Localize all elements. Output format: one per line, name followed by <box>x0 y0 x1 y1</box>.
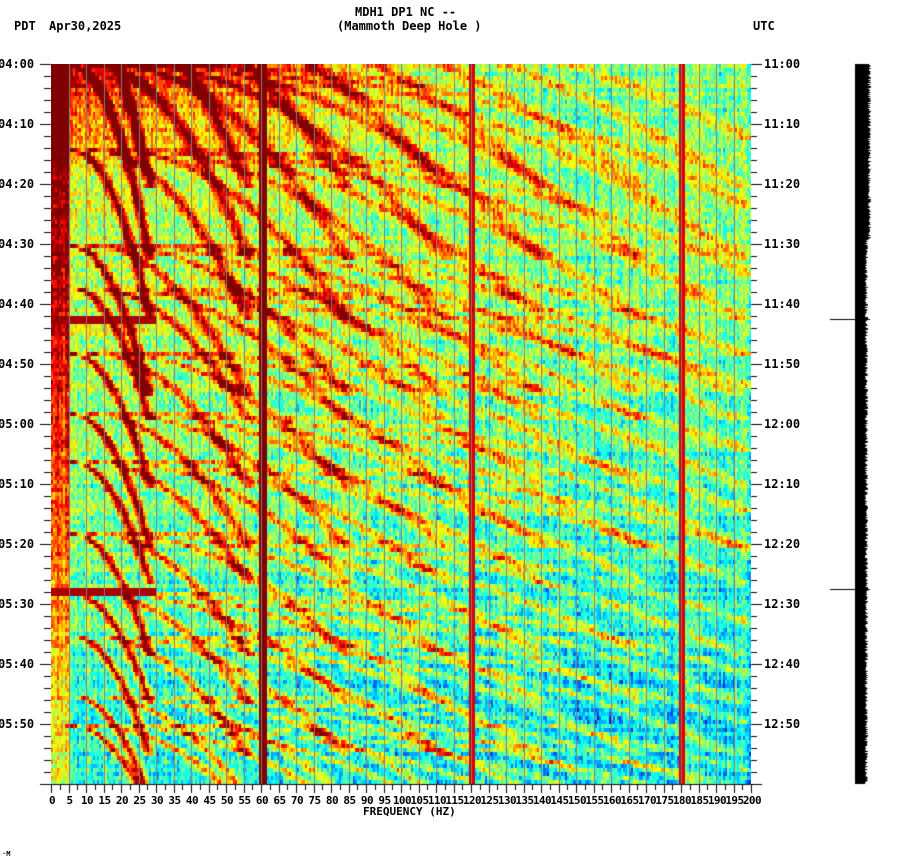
x-tick-label: 120 <box>462 794 482 807</box>
spectrogram-plot <box>51 64 751 784</box>
x-tick-label: 155 <box>585 794 604 807</box>
x-tick-label: 60 <box>255 794 269 807</box>
x-tick-label: 165 <box>620 794 639 807</box>
x-tick-label: 70 <box>290 794 304 807</box>
y-tick-label-pdt: 05:30 <box>0 597 35 611</box>
x-tick-label: 140 <box>532 794 552 807</box>
y-tick-label-utc: 12:00 <box>764 417 801 431</box>
x-tick-label: 90 <box>360 794 374 807</box>
y-tick-label-pdt: 04:20 <box>0 177 35 191</box>
left-timezone: PDT <box>14 19 36 33</box>
y-tick-label-utc: 11:20 <box>764 177 801 191</box>
y-tick-label-utc: 11:50 <box>764 357 801 371</box>
y-tick-label-utc: 11:10 <box>764 117 801 131</box>
y-tick-label-utc: 11:00 <box>764 57 801 71</box>
x-tick-label: 85 <box>343 794 356 807</box>
x-tick-label: 115 <box>445 794 464 807</box>
x-tick-label: 200 <box>742 794 762 807</box>
x-tick-label: 110 <box>427 794 447 807</box>
y-tick-label-utc: 12:20 <box>764 537 801 551</box>
x-tick-label: 80 <box>325 794 339 807</box>
header-station: MDH1 DP1 NC -- <box>355 5 457 19</box>
x-tick-label: 145 <box>550 794 569 807</box>
y-tick-label-pdt: 05:50 <box>0 717 35 731</box>
x-tick-label: 95 <box>378 794 391 807</box>
header-site: (Mammoth Deep Hole ) <box>337 19 482 33</box>
x-tick-label: 10 <box>80 794 94 807</box>
x-tick-label: 15 <box>98 794 111 807</box>
x-tick-label: 5 <box>66 794 73 807</box>
x-tick-label: 135 <box>515 794 534 807</box>
y-tick-label-pdt: 05:40 <box>0 657 35 671</box>
x-tick-label: 25 <box>133 794 146 807</box>
x-tick-label: 175 <box>655 794 674 807</box>
x-tick-label: 160 <box>602 794 622 807</box>
x-axis-title: FREQUENCY (HZ) <box>363 805 456 818</box>
x-tick-label: 100 <box>392 794 412 807</box>
y-tick-label-pdt: 04:10 <box>0 117 35 131</box>
y-tick-label-utc: 12:50 <box>764 717 801 731</box>
x-tick-label: 190 <box>707 794 727 807</box>
x-tick-label: 170 <box>637 794 657 807</box>
footer-mark: ·M <box>2 850 11 858</box>
y-tick-label-pdt: 05:10 <box>0 477 35 491</box>
x-tick-label: 45 <box>203 794 216 807</box>
y-tick-label-pdt: 04:50 <box>0 357 35 371</box>
y-tick-label-pdt: 04:30 <box>0 237 35 251</box>
x-tick-label: 0 <box>48 794 56 807</box>
y-tick-label-utc: 12:10 <box>764 477 801 491</box>
x-tick-label: 185 <box>690 794 709 807</box>
x-tick-label: 125 <box>480 794 499 807</box>
x-tick-label: 65 <box>273 794 286 807</box>
x-tick-label: 130 <box>497 794 517 807</box>
y-tick-label-utc: 11:30 <box>764 237 801 251</box>
date-label: Apr30,2025 <box>49 19 122 33</box>
y-tick-label-pdt: 05:00 <box>0 417 35 431</box>
y-tick-label-utc: 11:40 <box>764 297 801 311</box>
x-tick-label: 180 <box>672 794 692 807</box>
x-tick-label: 50 <box>220 794 234 807</box>
x-tick-label: 40 <box>185 794 199 807</box>
y-tick-label-utc: 12:40 <box>764 657 801 671</box>
x-tick-label: 75 <box>308 794 321 807</box>
x-tick-label: 35 <box>168 794 181 807</box>
y-tick-label-pdt: 04:40 <box>0 297 35 311</box>
y-tick-label-pdt: 04:00 <box>0 57 35 71</box>
y-tick-label-utc: 12:30 <box>764 597 801 611</box>
right-timezone: UTC <box>753 19 775 33</box>
y-tick-label-pdt: 05:20 <box>0 537 35 551</box>
x-tick-label: 55 <box>238 794 251 807</box>
x-tick-label: 105 <box>410 794 429 807</box>
x-tick-label: 30 <box>150 794 164 807</box>
x-tick-label: 195 <box>725 794 744 807</box>
x-tick-label: 150 <box>567 794 587 807</box>
x-tick-label: 20 <box>115 794 129 807</box>
